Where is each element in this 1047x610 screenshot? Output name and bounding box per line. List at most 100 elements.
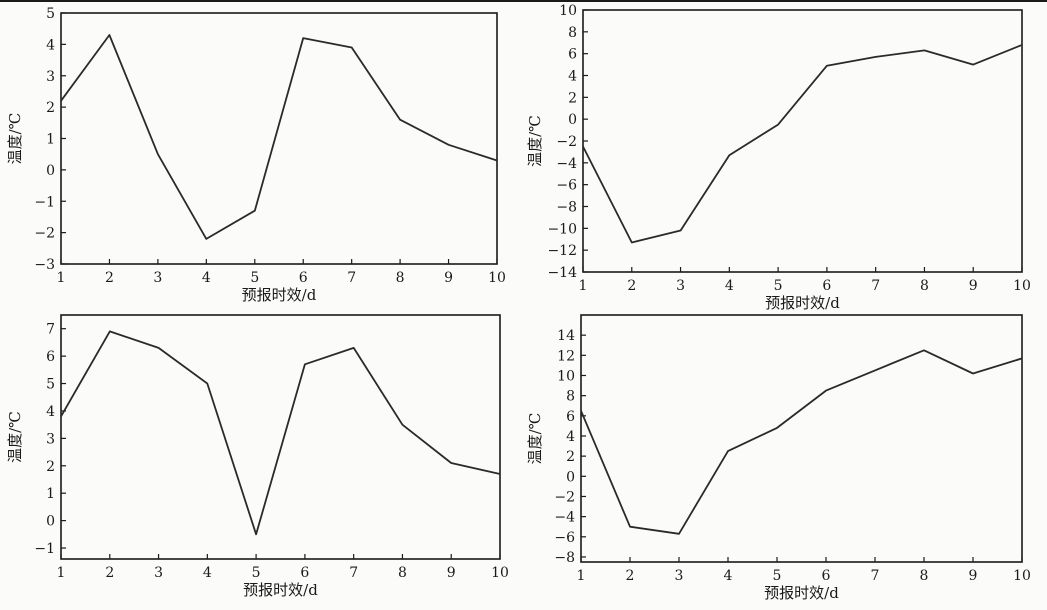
top-rule [0,0,1047,2]
x-tick-label: 6 [822,568,831,584]
x-tick-label: 6 [299,270,308,286]
series-line [60,330,501,536]
x-tick-label: 1 [57,270,66,286]
y-tick-label: −1 [34,541,55,557]
y-tick-label: 3 [46,69,55,85]
x-axis-label: 预报时效/d [764,584,839,602]
y-axis-label: 温度/℃ [6,411,24,463]
y-tick-label: −6 [554,530,575,546]
series-line [60,34,498,240]
y-tick-label: 10 [557,368,575,384]
plot-frame [60,12,498,265]
x-tick-label: 7 [871,278,880,294]
y-tick-label: −2 [556,134,577,150]
x-tick-label: 8 [920,568,929,584]
y-tick-label: 2 [46,100,55,116]
y-tick-label: −12 [547,243,577,259]
y-axis-label: 温度/℃ [526,115,544,167]
y-tick-label: 2 [46,459,55,475]
y-tick-label: 10 [559,3,577,19]
x-axis-label: 预报时效/d [765,294,840,312]
y-tick-label: −8 [556,200,577,216]
x-axis-label: 预报时效/d [243,581,318,599]
plot-frame [582,9,1023,273]
y-tick-label: −2 [34,226,55,242]
y-tick-label: 4 [566,429,575,445]
x-tick-label: 4 [724,568,733,584]
y-tick-label: 1 [46,486,55,502]
x-tick-label: 5 [250,270,259,286]
y-tick-label: 2 [568,90,577,106]
x-tick-label: 10 [491,565,509,581]
plot-frame [60,314,501,560]
x-tick-label: 9 [444,270,453,286]
plot-frame [580,314,1023,563]
x-tick-label: 1 [57,565,66,581]
x-tick-label: 3 [153,270,162,286]
x-tick-label: 2 [627,278,636,294]
x-tick-label: 4 [202,270,211,286]
y-tick-label: −8 [554,550,575,566]
y-tick-label: 0 [46,163,55,179]
x-tick-label: 6 [300,565,309,581]
y-tick-label: 5 [46,6,55,22]
x-tick-label: 7 [347,270,356,286]
x-tick-label: 9 [447,565,456,581]
y-tick-label: −6 [556,178,577,194]
x-axis-label: 预报时效/d [242,286,317,304]
y-tick-label: 12 [557,348,575,364]
y-axis-label: 温度/℃ [6,113,24,165]
y-tick-label: 14 [557,328,575,344]
y-tick-label: 5 [46,377,55,393]
x-tick-label: 8 [396,270,405,286]
series-line [580,349,1023,535]
x-tick-label: 2 [105,565,114,581]
x-tick-label: 8 [398,565,407,581]
x-tick-label: 7 [349,565,358,581]
y-tick-label: 4 [568,69,577,85]
y-tick-label: 4 [46,37,55,53]
y-tick-label: −4 [556,156,577,172]
y-tick-label: 6 [566,409,575,425]
series-line [582,44,1023,244]
x-tick-label: 6 [822,278,831,294]
y-tick-label: 6 [46,349,55,365]
y-tick-label: −2 [554,489,575,505]
y-tick-label: 2 [566,449,575,465]
y-tick-label: 8 [568,25,577,41]
y-tick-label: 6 [568,47,577,63]
x-tick-label: 3 [154,565,163,581]
x-tick-label: 3 [675,568,684,584]
y-tick-label: 0 [46,514,55,530]
x-tick-label: 9 [969,278,978,294]
x-tick-label: 5 [773,568,782,584]
x-tick-label: 1 [577,568,586,584]
x-tick-label: 4 [725,278,734,294]
x-tick-label: 2 [626,568,635,584]
y-tick-label: −14 [547,265,577,281]
x-tick-label: 8 [920,278,929,294]
y-tick-label: −1 [34,194,55,210]
x-tick-label: 5 [252,565,261,581]
y-tick-label: 1 [46,132,55,148]
y-tick-label: 0 [566,469,575,485]
x-tick-label: 5 [774,278,783,294]
x-tick-label: 4 [203,565,212,581]
chart-panel-top-right: 10 8 6 4 2 0 −2 −4 −6 −8 −10 −12 −141 2 3 4 5 6 7 8 9 10 预报时效/… [526,3,1031,312]
y-axis-label: 温度/℃ [526,413,544,465]
x-tick-label: 7 [871,568,880,584]
y-tick-label: 0 [568,112,577,128]
y-tick-label: 7 [46,322,55,338]
x-tick-label: 2 [105,270,114,286]
y-tick-label: −10 [547,221,577,237]
y-tick-label: 4 [46,404,55,420]
y-tick-label: 3 [46,431,55,447]
x-tick-label: 10 [488,270,506,286]
x-tick-label: 10 [1013,568,1031,584]
y-tick-label: 8 [566,389,575,405]
x-tick-label: 3 [676,278,685,294]
